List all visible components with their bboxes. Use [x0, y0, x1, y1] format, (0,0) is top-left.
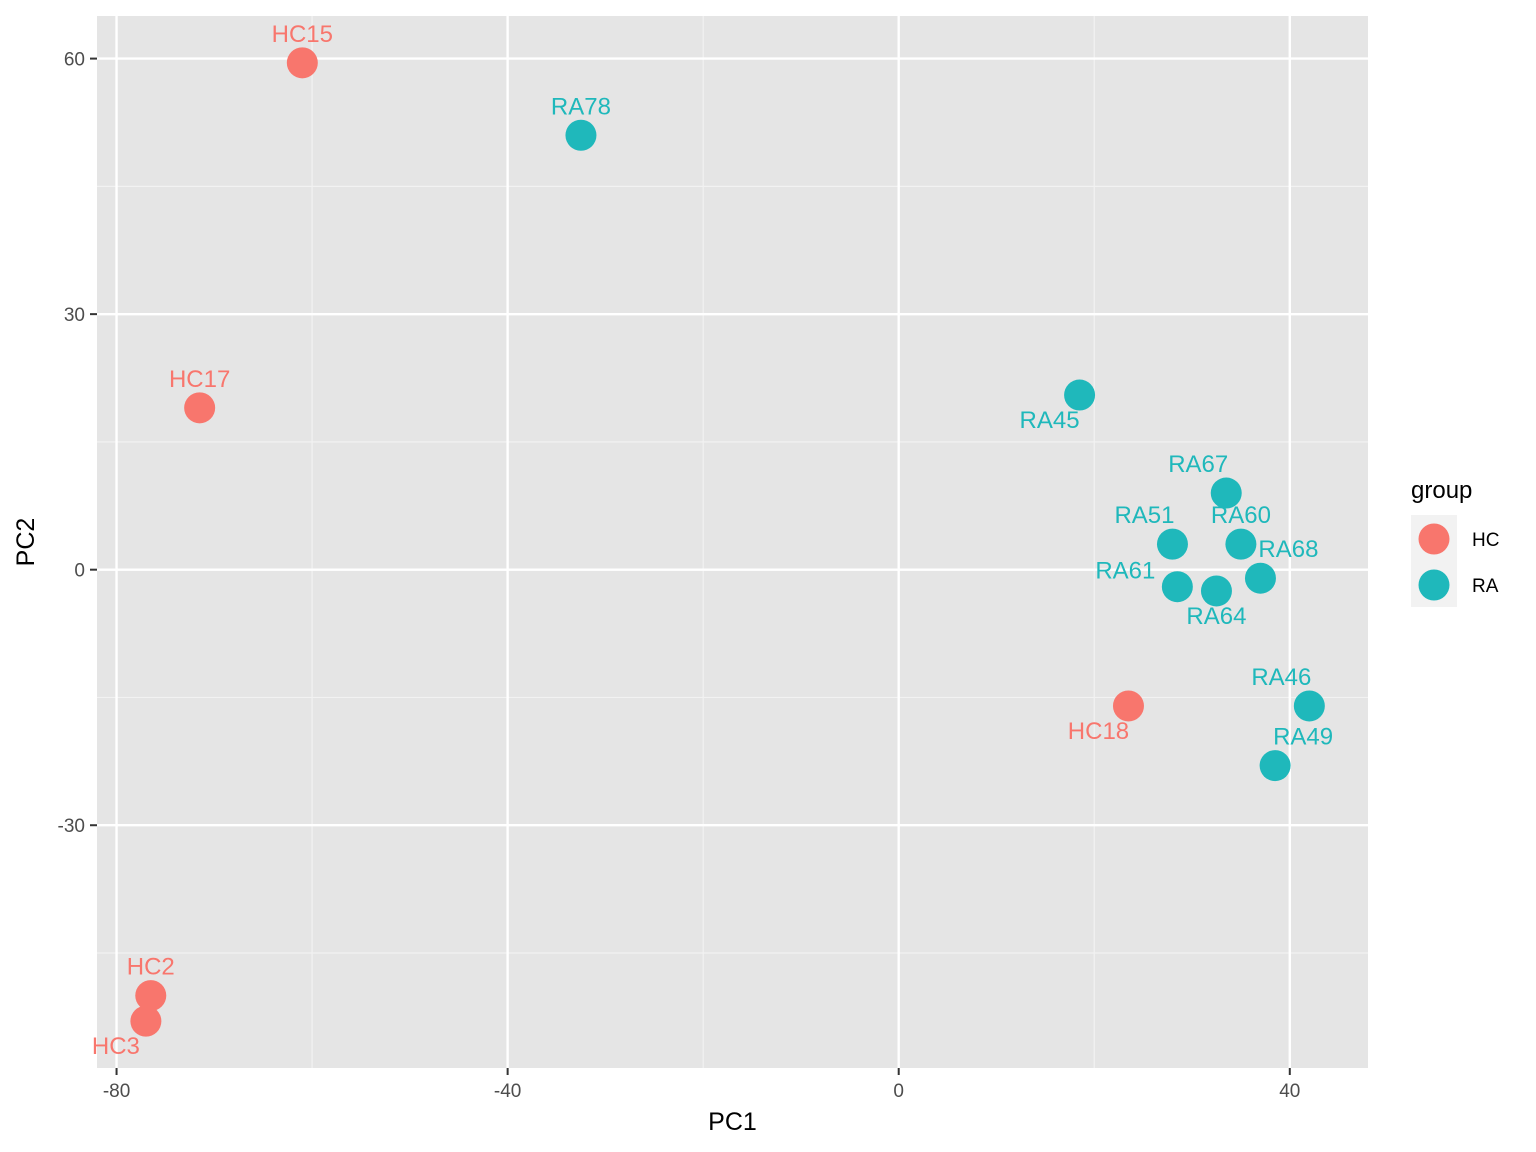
point-hc15 — [286, 47, 318, 79]
point-label-ra45: RA45 — [1020, 407, 1080, 434]
legend-key-ra — [1418, 569, 1450, 601]
x-tick-label: -80 — [103, 1081, 130, 1102]
legend-label-hc: HC — [1472, 530, 1499, 551]
point-label-ra64: RA64 — [1186, 603, 1246, 630]
point-label-hc3: HC3 — [92, 1033, 140, 1060]
point-label-ra68: RA68 — [1258, 536, 1318, 563]
point-ra45 — [1064, 379, 1096, 411]
x-axis: -80 -40 0 40 — [103, 1068, 1300, 1102]
point-ra61 — [1161, 571, 1193, 603]
point-hc3 — [130, 1005, 162, 1037]
x-tick-label: 0 — [893, 1081, 904, 1102]
point-label-ra67: RA67 — [1168, 451, 1228, 478]
point-label-hc2: HC2 — [127, 954, 175, 981]
point-ra51 — [1156, 528, 1188, 560]
x-tick-label: 40 — [1279, 1081, 1300, 1102]
point-ra64 — [1200, 575, 1232, 607]
point-label-ra46: RA46 — [1251, 664, 1311, 691]
x-tick-label: -40 — [494, 1081, 521, 1102]
point-label-ra61: RA61 — [1095, 558, 1155, 585]
y-tick-label: 30 — [64, 305, 85, 326]
point-ra60 — [1225, 528, 1257, 560]
panel-background — [97, 16, 1368, 1068]
y-tick-label: 60 — [64, 50, 85, 71]
legend-key-hc — [1418, 523, 1450, 555]
point-label-ra51: RA51 — [1114, 502, 1174, 529]
point-label-hc15: HC15 — [272, 21, 333, 48]
point-ra46 — [1293, 690, 1325, 722]
point-label-ra60: RA60 — [1211, 502, 1271, 529]
x-axis-title: PC1 — [708, 1108, 757, 1136]
y-axis: -30 0 30 60 — [58, 50, 97, 837]
y-tick-label: 0 — [74, 561, 85, 582]
point-hc18 — [1112, 690, 1144, 722]
major-gridlines — [97, 16, 1368, 1068]
y-axis-title: PC2 — [12, 518, 40, 567]
legend: group HC RA — [1411, 477, 1499, 607]
point-ra49 — [1259, 750, 1291, 782]
plot-panel — [97, 16, 1368, 1068]
legend-label-ra: RA — [1472, 576, 1499, 597]
point-label-hc17: HC17 — [169, 366, 230, 393]
legend-entries: HC RA — [1418, 523, 1499, 601]
point-hc17 — [184, 392, 216, 424]
legend-title: group — [1411, 477, 1472, 504]
data-points — [130, 47, 1325, 1037]
point-ra78 — [565, 119, 597, 151]
point-label-hc18: HC18 — [1068, 718, 1129, 745]
point-ra67 — [1210, 477, 1242, 509]
minor-gridlines — [97, 16, 1368, 1068]
y-tick-label: -30 — [58, 816, 85, 837]
point-ra68 — [1244, 562, 1276, 594]
point-hc2 — [135, 980, 167, 1012]
point-label-ra49: RA49 — [1273, 724, 1333, 751]
point-labels: HC15 HC17 HC2 HC3 HC18 RA78 RA45 RA67 RA51 RA60 RA… — [92, 21, 1333, 1060]
point-label-ra78: RA78 — [551, 93, 611, 120]
